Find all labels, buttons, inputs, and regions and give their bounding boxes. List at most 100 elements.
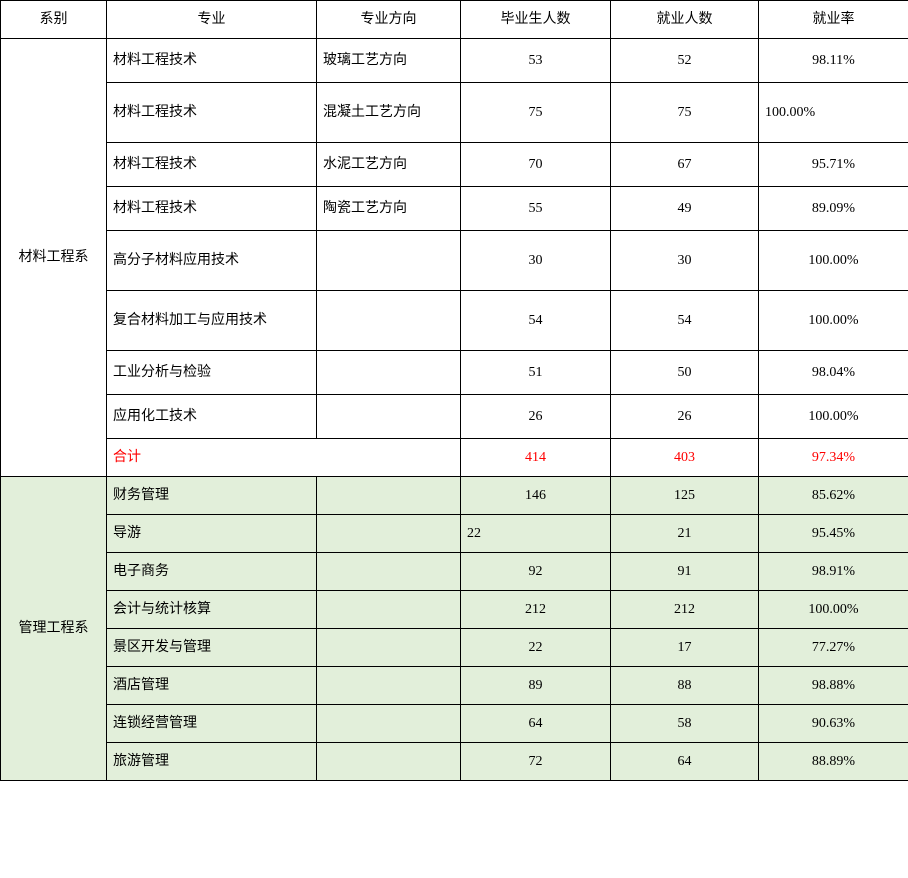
table-row: 材料工程技术水泥工艺方向706795.71% xyxy=(1,143,908,187)
table-cell: 高分子材料应用技术 xyxy=(107,231,317,291)
table-cell: 应用化工技术 xyxy=(107,395,317,439)
table-cell: 17 xyxy=(611,629,759,667)
header-dept: 系别 xyxy=(1,1,107,39)
table-cell: 95.71% xyxy=(759,143,908,187)
table-cell: 22 xyxy=(461,515,611,553)
header-rate: 就业率 xyxy=(759,1,908,39)
table-cell xyxy=(317,515,461,553)
table-cell: 72 xyxy=(461,743,611,781)
table-cell: 100.00% xyxy=(759,591,908,629)
table-cell: 212 xyxy=(461,591,611,629)
table-cell xyxy=(317,351,461,395)
table-cell: 64 xyxy=(611,743,759,781)
table-cell: 75 xyxy=(461,83,611,143)
table-cell: 88.89% xyxy=(759,743,908,781)
table-cell: 55 xyxy=(461,187,611,231)
table-cell: 403 xyxy=(611,439,759,477)
header-direction: 专业方向 xyxy=(317,1,461,39)
table-cell: 100.00% xyxy=(759,83,908,143)
table-row: 材料工程技术混凝土工艺方向7575100.00% xyxy=(1,83,908,143)
table-cell: 会计与统计核算 xyxy=(107,591,317,629)
table-row: 连锁经营管理 645890.63% xyxy=(1,705,908,743)
table-cell: 85.62% xyxy=(759,477,908,515)
table-cell: 财务管理 xyxy=(107,477,317,515)
table-cell xyxy=(317,743,461,781)
table-cell: 98.11% xyxy=(759,39,908,83)
table-cell: 材料工程技术 xyxy=(107,39,317,83)
table-cell: 材料工程技术 xyxy=(107,83,317,143)
table-cell: 材料工程技术 xyxy=(107,143,317,187)
table-cell: 电子商务 xyxy=(107,553,317,591)
table-cell: 21 xyxy=(611,515,759,553)
table-body: 材料工程系材料工程技术玻璃工艺方向535298.11%材料工程技术混凝土工艺方向… xyxy=(1,39,908,781)
table-cell: 水泥工艺方向 xyxy=(317,143,461,187)
table-row: 应用化工技术2626100.00% xyxy=(1,395,908,439)
table-cell: 52 xyxy=(611,39,759,83)
table-cell xyxy=(317,477,461,515)
table-cell: 导游 xyxy=(107,515,317,553)
table-row: 复合材料加工与应用技术5454100.00% xyxy=(1,291,908,351)
table-cell: 146 xyxy=(461,477,611,515)
header-row: 系别 专业 专业方向 毕业生人数 就业人数 就业率 xyxy=(1,1,908,39)
table-cell xyxy=(317,553,461,591)
table-cell xyxy=(317,705,461,743)
table-cell: 连锁经营管理 xyxy=(107,705,317,743)
table-cell: 98.04% xyxy=(759,351,908,395)
table-cell: 125 xyxy=(611,477,759,515)
table-cell: 91 xyxy=(611,553,759,591)
table-cell xyxy=(317,291,461,351)
table-cell: 98.91% xyxy=(759,553,908,591)
table-row: 工业分析与检验 515098.04% xyxy=(1,351,908,395)
table-cell: 50 xyxy=(611,351,759,395)
table-row: 景区开发与管理221777.27% xyxy=(1,629,908,667)
table-cell xyxy=(317,231,461,291)
table-cell: 材料工程技术 xyxy=(107,187,317,231)
table-cell: 212 xyxy=(611,591,759,629)
table-cell: 材料工程系 xyxy=(1,39,107,477)
table-row: 材料工程系材料工程技术玻璃工艺方向535298.11% xyxy=(1,39,908,83)
header-major: 专业 xyxy=(107,1,317,39)
table-cell: 49 xyxy=(611,187,759,231)
table-row: 旅游管理 726488.89% xyxy=(1,743,908,781)
table-cell: 90.63% xyxy=(759,705,908,743)
table-cell: 92 xyxy=(461,553,611,591)
table-cell: 95.45% xyxy=(759,515,908,553)
table-row: 电子商务 929198.91% xyxy=(1,553,908,591)
table-cell: 复合材料加工与应用技术 xyxy=(107,291,317,351)
table-cell: 88 xyxy=(611,667,759,705)
table-cell: 100.00% xyxy=(759,395,908,439)
table-cell: 89.09% xyxy=(759,187,908,231)
table-cell: 67 xyxy=(611,143,759,187)
table-cell: 54 xyxy=(611,291,759,351)
table-row-total: 合计41440397.34% xyxy=(1,439,908,477)
table-row: 管理工程系财务管理14612585.62% xyxy=(1,477,908,515)
table-cell xyxy=(317,395,461,439)
table-cell: 景区开发与管理 xyxy=(107,629,317,667)
table-cell: 51 xyxy=(461,351,611,395)
table-cell: 64 xyxy=(461,705,611,743)
table-cell: 管理工程系 xyxy=(1,477,107,781)
table-cell: 58 xyxy=(611,705,759,743)
header-employed: 就业人数 xyxy=(611,1,759,39)
table-cell: 工业分析与检验 xyxy=(107,351,317,395)
table-row: 导游 222195.45% xyxy=(1,515,908,553)
table-cell xyxy=(317,629,461,667)
table-row: 会计与统计核算212212100.00% xyxy=(1,591,908,629)
table-cell: 98.88% xyxy=(759,667,908,705)
table-cell: 75 xyxy=(611,83,759,143)
table-cell: 100.00% xyxy=(759,291,908,351)
table-row: 材料工程技术陶瓷工艺方向554989.09% xyxy=(1,187,908,231)
table-cell: 22 xyxy=(461,629,611,667)
table-cell: 陶瓷工艺方向 xyxy=(317,187,461,231)
table-cell: 旅游管理 xyxy=(107,743,317,781)
table-cell: 混凝土工艺方向 xyxy=(317,83,461,143)
table-cell: 30 xyxy=(611,231,759,291)
table-cell: 89 xyxy=(461,667,611,705)
employment-table: 系别 专业 专业方向 毕业生人数 就业人数 就业率 材料工程系材料工程技术玻璃工… xyxy=(0,0,908,781)
table-cell xyxy=(317,591,461,629)
table-cell: 酒店管理 xyxy=(107,667,317,705)
table-row: 酒店管理 898898.88% xyxy=(1,667,908,705)
table-cell: 100.00% xyxy=(759,231,908,291)
table-cell: 合计 xyxy=(107,439,461,477)
table-cell: 54 xyxy=(461,291,611,351)
